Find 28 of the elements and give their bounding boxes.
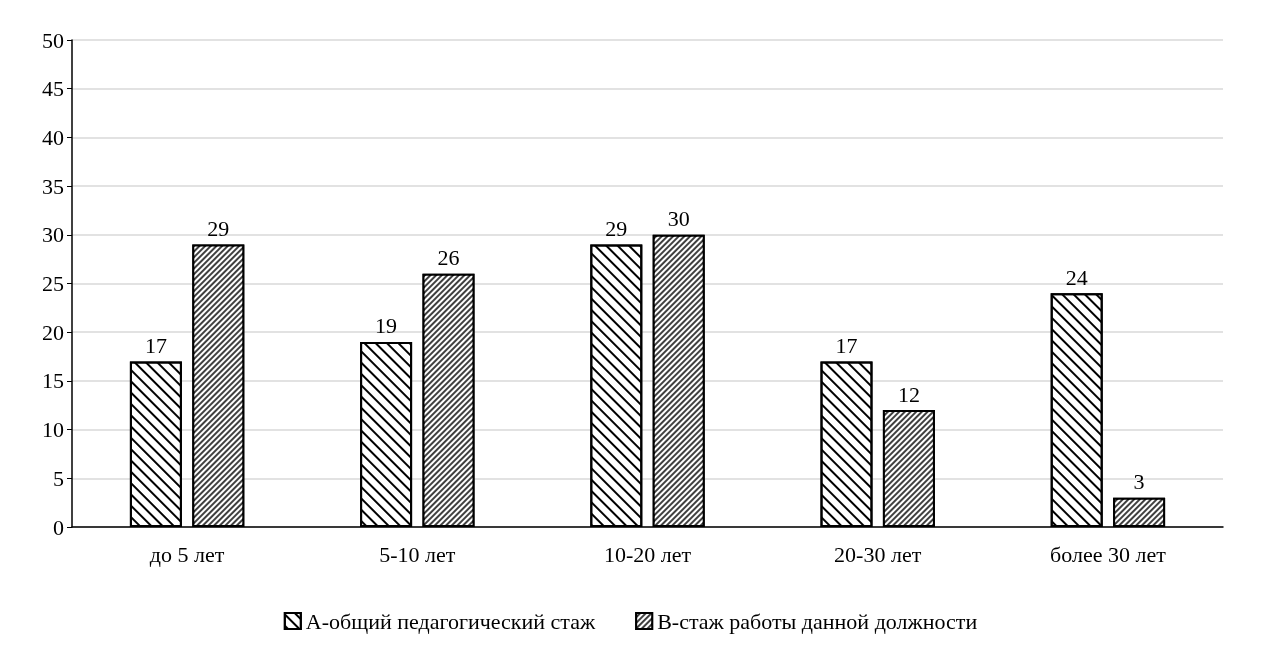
data-label: 17 — [144, 332, 167, 358]
y-tick-label: 35 — [42, 173, 64, 199]
y-tick-label: 10 — [42, 417, 64, 443]
legend-label: А-общий педагогический стаж — [305, 608, 596, 634]
x-tick-label: 10-20 лет — [603, 541, 692, 567]
y-tick-label: 5 — [53, 465, 64, 491]
data-label: 12 — [897, 381, 920, 407]
y-tick-label: 20 — [42, 319, 64, 345]
y-tick-label: 40 — [42, 124, 64, 150]
x-tick-label: 5-10 лет — [379, 541, 456, 567]
y-tick-label: 0 — [53, 514, 64, 540]
data-label: 17 — [835, 332, 858, 358]
data-label: 24 — [1065, 264, 1088, 290]
data-label: 30 — [667, 206, 690, 232]
y-tick-label: 45 — [42, 76, 64, 102]
x-tick-label: до 5 лет — [149, 541, 225, 567]
x-tick-label: 20-30 лет — [834, 541, 922, 567]
y-tick-label: 15 — [42, 368, 64, 394]
legend-label: В-стаж работы данной должности — [657, 608, 978, 634]
y-tick-label: 30 — [42, 222, 64, 248]
data-label: 29 — [207, 216, 230, 242]
data-label: 19 — [375, 313, 398, 339]
data-label: 26 — [437, 245, 460, 271]
y-tick-label: 25 — [42, 271, 64, 296]
data-label: 3 — [1133, 469, 1145, 495]
data-label: 29 — [605, 216, 628, 242]
x-tick-label: более 30 лет — [1050, 541, 1167, 567]
y-tick-label: 50 — [42, 27, 64, 53]
